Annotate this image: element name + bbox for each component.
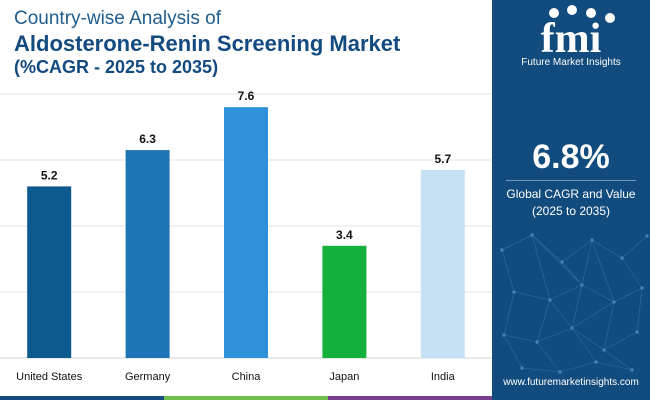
network-link — [595, 361, 633, 371]
value-labels: 5.2 6.3 7.6 3.4 5.7 — [41, 89, 452, 242]
network-node — [535, 340, 539, 344]
network-node — [602, 348, 606, 352]
network-link — [561, 261, 583, 286]
bar-value-label: 3.4 — [336, 228, 353, 242]
network-decoration — [500, 233, 649, 374]
network-link — [536, 299, 551, 343]
x-axis-labels: United States Germany China Japan India — [16, 371, 455, 383]
network-link — [603, 331, 638, 351]
bar-germany — [125, 150, 170, 358]
network-node — [520, 366, 524, 370]
fmi-logo: fmi — [541, 5, 615, 60]
x-tick-label: India — [431, 371, 456, 383]
bottom-color-stripe — [0, 396, 492, 400]
network-node — [560, 260, 564, 264]
network-link — [531, 234, 563, 263]
bar-value-label: 7.6 — [238, 89, 255, 103]
network-link — [591, 239, 615, 303]
network-node — [512, 290, 516, 294]
summary-panel: fmi Future Market Insights 6.8% Global C… — [492, 0, 650, 400]
network-link — [503, 291, 515, 336]
stripe-segment — [0, 396, 164, 400]
website-url: www.futuremarketinsights.com — [503, 377, 639, 388]
network-link — [571, 327, 605, 351]
network-node — [594, 360, 598, 364]
network-node — [530, 233, 534, 237]
network-link — [503, 334, 538, 343]
network-link — [571, 327, 597, 363]
network-link — [591, 239, 623, 259]
x-tick-label: United States — [16, 371, 83, 383]
network-link — [603, 349, 633, 371]
x-tick-label: Japan — [329, 371, 359, 383]
logo-dot-icon — [549, 8, 559, 18]
network-node — [640, 286, 644, 290]
network-link — [571, 301, 615, 329]
bar-japan — [322, 245, 367, 358]
divider — [506, 180, 636, 181]
chart-title-line2: Aldosterone-Renin Screening Market — [14, 31, 401, 56]
network-node — [570, 326, 574, 330]
bar-china — [224, 107, 268, 358]
network-link — [521, 367, 561, 373]
global-cagr-label: Global CAGR and Value (2025 to 2035) — [492, 186, 650, 220]
network-link — [559, 361, 597, 373]
network-link — [549, 284, 583, 301]
network-link — [549, 299, 573, 329]
global-cagr-label-line1: Global CAGR and Value — [506, 187, 636, 201]
bars — [27, 107, 465, 358]
network-link — [501, 234, 533, 251]
network-link — [621, 235, 648, 259]
network-link — [603, 301, 615, 351]
bar-value-label: 5.2 — [41, 168, 58, 182]
network-link — [503, 334, 523, 369]
network-node — [558, 370, 562, 374]
global-cagr-label-line2: (2025 to 2035) — [531, 204, 611, 218]
network-node — [635, 330, 639, 334]
network-link — [513, 291, 551, 301]
network-node — [502, 333, 506, 337]
network-node — [500, 248, 504, 252]
network-link — [536, 327, 573, 343]
bar-united-states — [27, 186, 72, 358]
network-node — [580, 283, 584, 287]
network-link — [636, 287, 643, 333]
network-link — [501, 249, 515, 293]
x-tick-label: China — [232, 371, 262, 383]
global-cagr-value: 6.8% — [532, 138, 610, 176]
network-node — [612, 300, 616, 304]
network-node — [548, 298, 552, 302]
network-link — [621, 257, 643, 289]
network-link — [581, 239, 593, 286]
logo-dot-icon — [605, 13, 615, 23]
logo-dot-icon — [586, 8, 596, 18]
network-link — [581, 284, 615, 303]
logo-dot-icon — [567, 5, 577, 15]
network-link — [561, 239, 593, 263]
network-link — [531, 234, 551, 301]
bar-india — [420, 169, 465, 358]
network-link — [571, 284, 583, 329]
network-link — [536, 341, 561, 373]
stripe-segment — [164, 396, 328, 400]
network-link — [531, 234, 583, 286]
brand-name: Future Market Insights — [521, 57, 621, 68]
stripe-segment — [328, 396, 492, 400]
logo-wordmark: fmi — [541, 16, 602, 60]
chart-subtitle: (%CAGR - 2025 to 2035) — [14, 57, 219, 77]
network-node — [630, 368, 634, 372]
network-link — [613, 287, 643, 303]
x-tick-label: Germany — [125, 371, 171, 383]
bar-value-label: 5.7 — [434, 152, 451, 166]
chart-title-line1: Country-wise Analysis of — [14, 8, 221, 29]
bar-chart: 5.2 6.3 7.6 3.4 5.7 United States Germany Chin… — [0, 89, 492, 383]
network-node — [645, 234, 649, 238]
network-node — [590, 238, 594, 242]
network-node — [620, 256, 624, 260]
bar-value-label: 6.3 — [139, 132, 156, 146]
